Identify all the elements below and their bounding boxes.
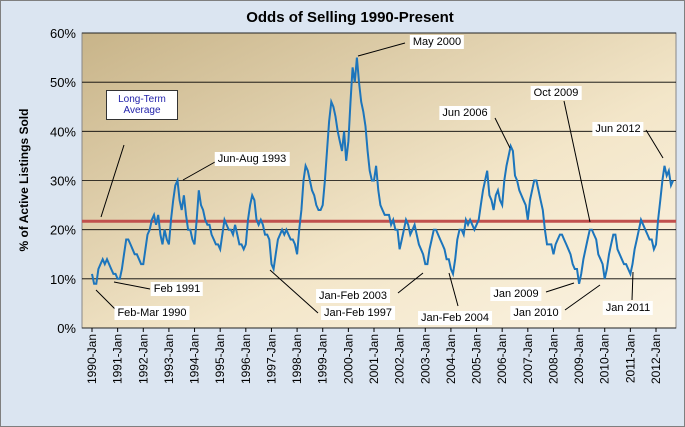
x-tick-label: 2007-Jan: [521, 334, 535, 384]
x-tick-label: 1992-Jan: [136, 334, 150, 384]
annotation: Oct 2009: [530, 86, 582, 100]
annotation: Jun 2012: [592, 122, 644, 136]
annotation-arrow: [357, 42, 406, 57]
x-tick-label: 2006-Jan: [495, 334, 509, 384]
y-tick-label: 60%: [50, 26, 76, 41]
x-tick-label: 1991-Jan: [111, 334, 125, 384]
y-tick-label: 30%: [50, 174, 76, 189]
average-label: Long-Term Average: [106, 90, 178, 120]
x-tick-label: 2008-Jan: [546, 334, 560, 384]
annotation: Jun-Aug 1993: [214, 152, 290, 166]
annotation: Jan-Feb 2004: [418, 311, 492, 325]
y-tick-label: 40%: [50, 124, 76, 139]
x-tick-label: 1998-Jan: [290, 334, 304, 384]
x-tick-label: 1990-Jan: [85, 334, 99, 384]
annotation-arrow: [113, 281, 151, 290]
annotation-arrow: [494, 117, 511, 149]
y-tick-label: 0%: [57, 321, 76, 336]
annotation: Jan-Feb 1997: [321, 306, 395, 320]
annotation: Feb 1991: [150, 282, 204, 296]
annotation: Feb-Mar 1990: [114, 306, 190, 320]
annotation: Jan-Feb 2003: [316, 289, 390, 303]
x-tick-label: 2000-Jan: [341, 334, 355, 384]
x-tick-label: 2001-Jan: [367, 334, 381, 384]
annotation: Jun 2006: [439, 106, 491, 120]
x-tick-label: 1997-Jan: [264, 334, 278, 384]
y-tick-label: 50%: [50, 75, 76, 90]
x-tick-label: 1993-Jan: [162, 334, 176, 384]
chart-title: Odds of Selling 1990-Present: [246, 9, 454, 26]
x-tick-label: 1999-Jan: [316, 334, 330, 384]
annotation-arrow: [182, 161, 216, 181]
x-tick-label: 2003-Jan: [418, 334, 432, 384]
x-tick-label: 1996-Jan: [239, 334, 253, 384]
annotation: May 2000: [409, 35, 465, 49]
y-tick-label: 20%: [50, 223, 76, 238]
annotation-arrow: [563, 100, 591, 223]
x-tick-label: 2004-Jan: [444, 334, 458, 384]
annotation-arrow: [448, 272, 459, 307]
annotation-arrow: [397, 272, 424, 294]
annotation: Jan 2011: [602, 301, 654, 315]
annotation-arrow: [545, 282, 575, 293]
annotation-arrow: [564, 284, 601, 311]
y-axis-title: % of Active Listings Sold: [17, 109, 31, 252]
annotation-arrow: [269, 269, 319, 314]
annotation-arrow: [645, 129, 664, 159]
x-tick-label: 2012-Jan: [649, 334, 663, 384]
annotation-arrow: [631, 271, 634, 301]
data-line: [91, 57, 675, 285]
x-tick-label: 2002-Jan: [393, 334, 407, 384]
x-tick-label: 2010-Jan: [598, 334, 612, 384]
annotation-arrow: [95, 289, 119, 313]
y-tick-label: 10%: [50, 272, 76, 287]
x-tick-label: 2005-Jan: [470, 334, 484, 384]
annotation-arrow: [100, 144, 125, 218]
x-tick-label: 1995-Jan: [213, 334, 227, 384]
x-tick-label: 1994-Jan: [188, 334, 202, 384]
x-tick-label: 2009-Jan: [572, 334, 586, 384]
annotation: Jan 2009: [490, 287, 542, 301]
x-tick-label: 2011-Jan: [623, 334, 637, 383]
annotation: Jan 2010: [510, 306, 562, 320]
